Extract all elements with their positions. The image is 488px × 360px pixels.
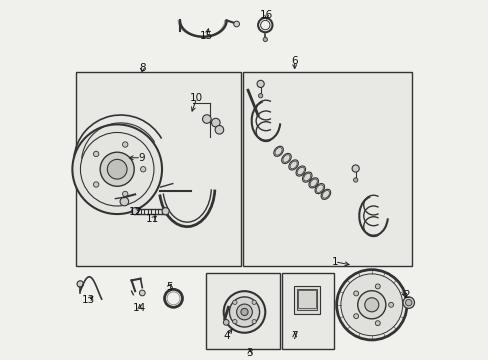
Circle shape bbox=[131, 208, 139, 215]
Bar bbox=[206, 273, 280, 348]
Circle shape bbox=[107, 159, 127, 179]
Bar bbox=[293, 286, 319, 315]
Ellipse shape bbox=[295, 166, 305, 176]
Circle shape bbox=[215, 126, 223, 134]
Circle shape bbox=[232, 319, 237, 324]
Circle shape bbox=[93, 182, 99, 187]
Text: 2: 2 bbox=[403, 291, 409, 301]
Bar bbox=[296, 289, 316, 310]
Text: 7: 7 bbox=[291, 331, 297, 341]
Circle shape bbox=[388, 302, 393, 307]
Circle shape bbox=[353, 178, 357, 182]
Circle shape bbox=[211, 118, 220, 127]
Circle shape bbox=[353, 291, 358, 296]
Circle shape bbox=[232, 300, 237, 305]
Circle shape bbox=[93, 151, 99, 157]
Text: 13: 13 bbox=[81, 295, 95, 305]
Circle shape bbox=[229, 297, 259, 327]
Ellipse shape bbox=[273, 146, 283, 156]
Text: 1: 1 bbox=[331, 257, 338, 267]
Circle shape bbox=[258, 94, 262, 98]
Circle shape bbox=[223, 319, 228, 325]
Circle shape bbox=[364, 298, 378, 312]
Bar bbox=[242, 72, 411, 266]
Circle shape bbox=[140, 167, 145, 172]
Circle shape bbox=[257, 80, 264, 87]
Bar bbox=[297, 290, 316, 308]
Circle shape bbox=[263, 37, 267, 41]
Circle shape bbox=[251, 300, 256, 305]
Ellipse shape bbox=[281, 153, 291, 163]
Circle shape bbox=[122, 191, 128, 197]
Text: 16: 16 bbox=[260, 10, 273, 20]
Circle shape bbox=[223, 291, 265, 333]
Text: 10: 10 bbox=[190, 93, 203, 103]
Circle shape bbox=[162, 208, 169, 215]
Circle shape bbox=[375, 321, 380, 326]
Circle shape bbox=[353, 314, 358, 319]
Circle shape bbox=[120, 197, 128, 206]
Circle shape bbox=[77, 281, 83, 287]
Ellipse shape bbox=[302, 172, 311, 182]
Circle shape bbox=[351, 165, 359, 172]
Text: 5: 5 bbox=[165, 282, 172, 292]
Text: 11: 11 bbox=[145, 215, 159, 224]
Text: 9: 9 bbox=[138, 153, 144, 163]
Text: 15: 15 bbox=[200, 31, 213, 41]
Circle shape bbox=[233, 21, 239, 27]
Ellipse shape bbox=[308, 178, 318, 188]
Circle shape bbox=[357, 291, 385, 319]
Text: 4: 4 bbox=[223, 331, 229, 341]
Circle shape bbox=[122, 142, 128, 147]
Bar bbox=[282, 273, 333, 348]
Bar bbox=[76, 72, 241, 266]
Circle shape bbox=[139, 290, 145, 296]
Text: 8: 8 bbox=[139, 63, 145, 73]
Ellipse shape bbox=[321, 189, 330, 199]
Circle shape bbox=[402, 297, 414, 309]
Circle shape bbox=[336, 270, 406, 340]
Circle shape bbox=[100, 152, 134, 186]
Circle shape bbox=[405, 300, 411, 306]
Text: 6: 6 bbox=[291, 56, 297, 66]
Circle shape bbox=[202, 115, 211, 123]
Ellipse shape bbox=[314, 184, 324, 194]
Circle shape bbox=[340, 274, 402, 336]
Text: 3: 3 bbox=[246, 348, 253, 358]
Circle shape bbox=[251, 319, 256, 324]
Circle shape bbox=[241, 309, 247, 316]
Ellipse shape bbox=[288, 160, 298, 170]
Circle shape bbox=[236, 304, 252, 320]
Text: 14: 14 bbox=[133, 303, 146, 313]
Circle shape bbox=[375, 284, 380, 289]
Circle shape bbox=[72, 125, 162, 214]
Text: 12: 12 bbox=[128, 207, 142, 217]
